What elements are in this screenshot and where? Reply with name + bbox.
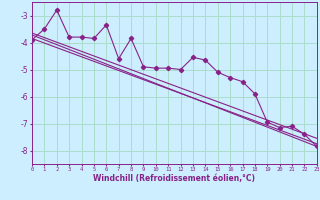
- X-axis label: Windchill (Refroidissement éolien,°C): Windchill (Refroidissement éolien,°C): [93, 174, 255, 183]
